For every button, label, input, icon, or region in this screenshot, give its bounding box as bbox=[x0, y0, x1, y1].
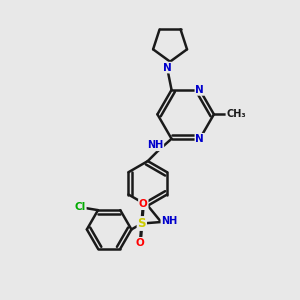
Text: N: N bbox=[195, 85, 204, 95]
Text: O: O bbox=[139, 199, 148, 209]
Text: O: O bbox=[136, 238, 145, 248]
Text: Cl: Cl bbox=[74, 202, 86, 212]
Text: NH: NH bbox=[161, 215, 178, 226]
Text: S: S bbox=[138, 217, 146, 230]
Text: N: N bbox=[163, 63, 172, 73]
Text: CH₃: CH₃ bbox=[226, 109, 246, 119]
Text: NH: NH bbox=[147, 140, 163, 150]
Text: N: N bbox=[195, 134, 204, 144]
